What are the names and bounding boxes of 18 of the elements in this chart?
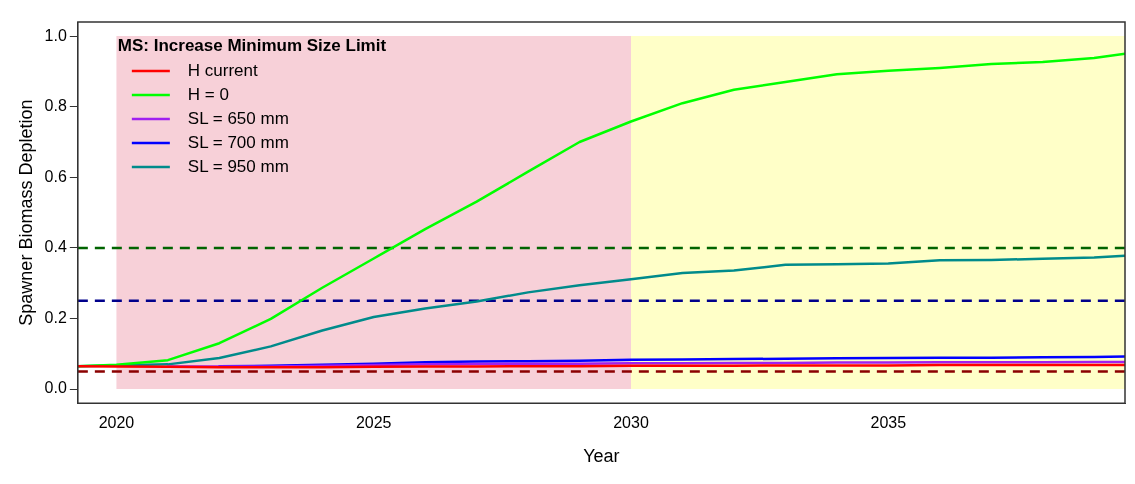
x-tick-label: 2020	[98, 414, 135, 432]
y-tick-label: 0.6	[44, 167, 67, 185]
legend-title: MS: Increase Minimum Size Limit	[117, 35, 387, 55]
legend-label: SL = 950 mm	[187, 156, 289, 176]
x-tick-label: 2030	[613, 414, 649, 432]
y-axis-title: Spawner Biomass Depletion	[15, 99, 36, 326]
x-axis-title: Year	[583, 446, 620, 467]
x-tick-label: 2025	[355, 414, 392, 432]
y-tick-label: 0.8	[44, 97, 67, 115]
legend-label: SL = 650 mm	[187, 108, 289, 128]
legend-label: H = 0	[187, 84, 229, 104]
y-tick-label: 1.0	[44, 26, 67, 44]
legend-label: SL = 700 mm	[187, 132, 289, 152]
y-tick-label: 0.4	[44, 238, 67, 256]
y-tick-label: 0.0	[44, 379, 67, 397]
y-tick-label: 0.2	[44, 308, 67, 326]
x-tick-label: 2035	[870, 414, 907, 432]
legend-label: H current	[187, 60, 259, 80]
